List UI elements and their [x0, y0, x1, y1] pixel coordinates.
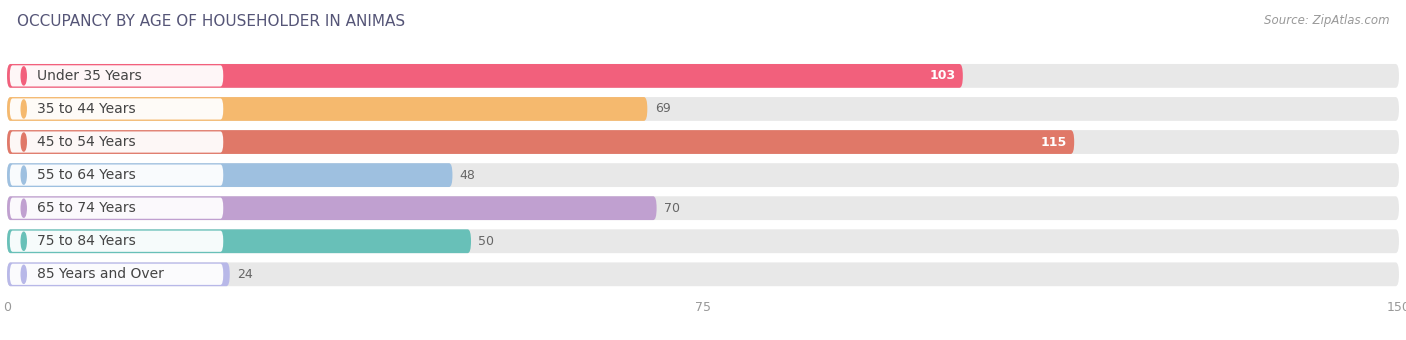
FancyBboxPatch shape [7, 64, 963, 88]
FancyBboxPatch shape [7, 97, 1399, 121]
Circle shape [21, 67, 27, 85]
Circle shape [21, 265, 27, 283]
Text: 70: 70 [664, 202, 681, 215]
FancyBboxPatch shape [7, 163, 1399, 187]
FancyBboxPatch shape [10, 132, 224, 153]
FancyBboxPatch shape [7, 64, 1399, 88]
FancyBboxPatch shape [10, 231, 224, 252]
FancyBboxPatch shape [10, 198, 224, 219]
FancyBboxPatch shape [7, 130, 1074, 154]
FancyBboxPatch shape [7, 163, 453, 187]
Circle shape [21, 232, 27, 250]
Text: OCCUPANCY BY AGE OF HOUSEHOLDER IN ANIMAS: OCCUPANCY BY AGE OF HOUSEHOLDER IN ANIMA… [17, 14, 405, 29]
Text: Source: ZipAtlas.com: Source: ZipAtlas.com [1264, 14, 1389, 27]
Text: 85 Years and Over: 85 Years and Over [37, 267, 163, 281]
Text: 115: 115 [1040, 136, 1067, 149]
Text: 24: 24 [238, 268, 253, 281]
Text: Under 35 Years: Under 35 Years [37, 69, 142, 83]
Circle shape [21, 166, 27, 184]
Circle shape [21, 199, 27, 217]
FancyBboxPatch shape [7, 262, 1399, 286]
FancyBboxPatch shape [10, 165, 224, 186]
Text: 55 to 64 Years: 55 to 64 Years [37, 168, 135, 182]
FancyBboxPatch shape [7, 97, 647, 121]
FancyBboxPatch shape [7, 230, 1399, 253]
Text: 50: 50 [478, 235, 495, 248]
FancyBboxPatch shape [10, 264, 224, 285]
Text: 35 to 44 Years: 35 to 44 Years [37, 102, 135, 116]
Text: 75 to 84 Years: 75 to 84 Years [37, 234, 135, 248]
FancyBboxPatch shape [7, 196, 1399, 220]
Text: 69: 69 [655, 102, 671, 116]
Text: 103: 103 [929, 69, 956, 82]
Text: 65 to 74 Years: 65 to 74 Years [37, 201, 135, 215]
FancyBboxPatch shape [7, 130, 1399, 154]
FancyBboxPatch shape [10, 65, 224, 86]
FancyBboxPatch shape [7, 196, 657, 220]
FancyBboxPatch shape [10, 98, 224, 120]
Circle shape [21, 133, 27, 151]
FancyBboxPatch shape [7, 230, 471, 253]
Circle shape [21, 100, 27, 118]
Text: 45 to 54 Years: 45 to 54 Years [37, 135, 135, 149]
FancyBboxPatch shape [7, 262, 229, 286]
Text: 48: 48 [460, 169, 475, 182]
